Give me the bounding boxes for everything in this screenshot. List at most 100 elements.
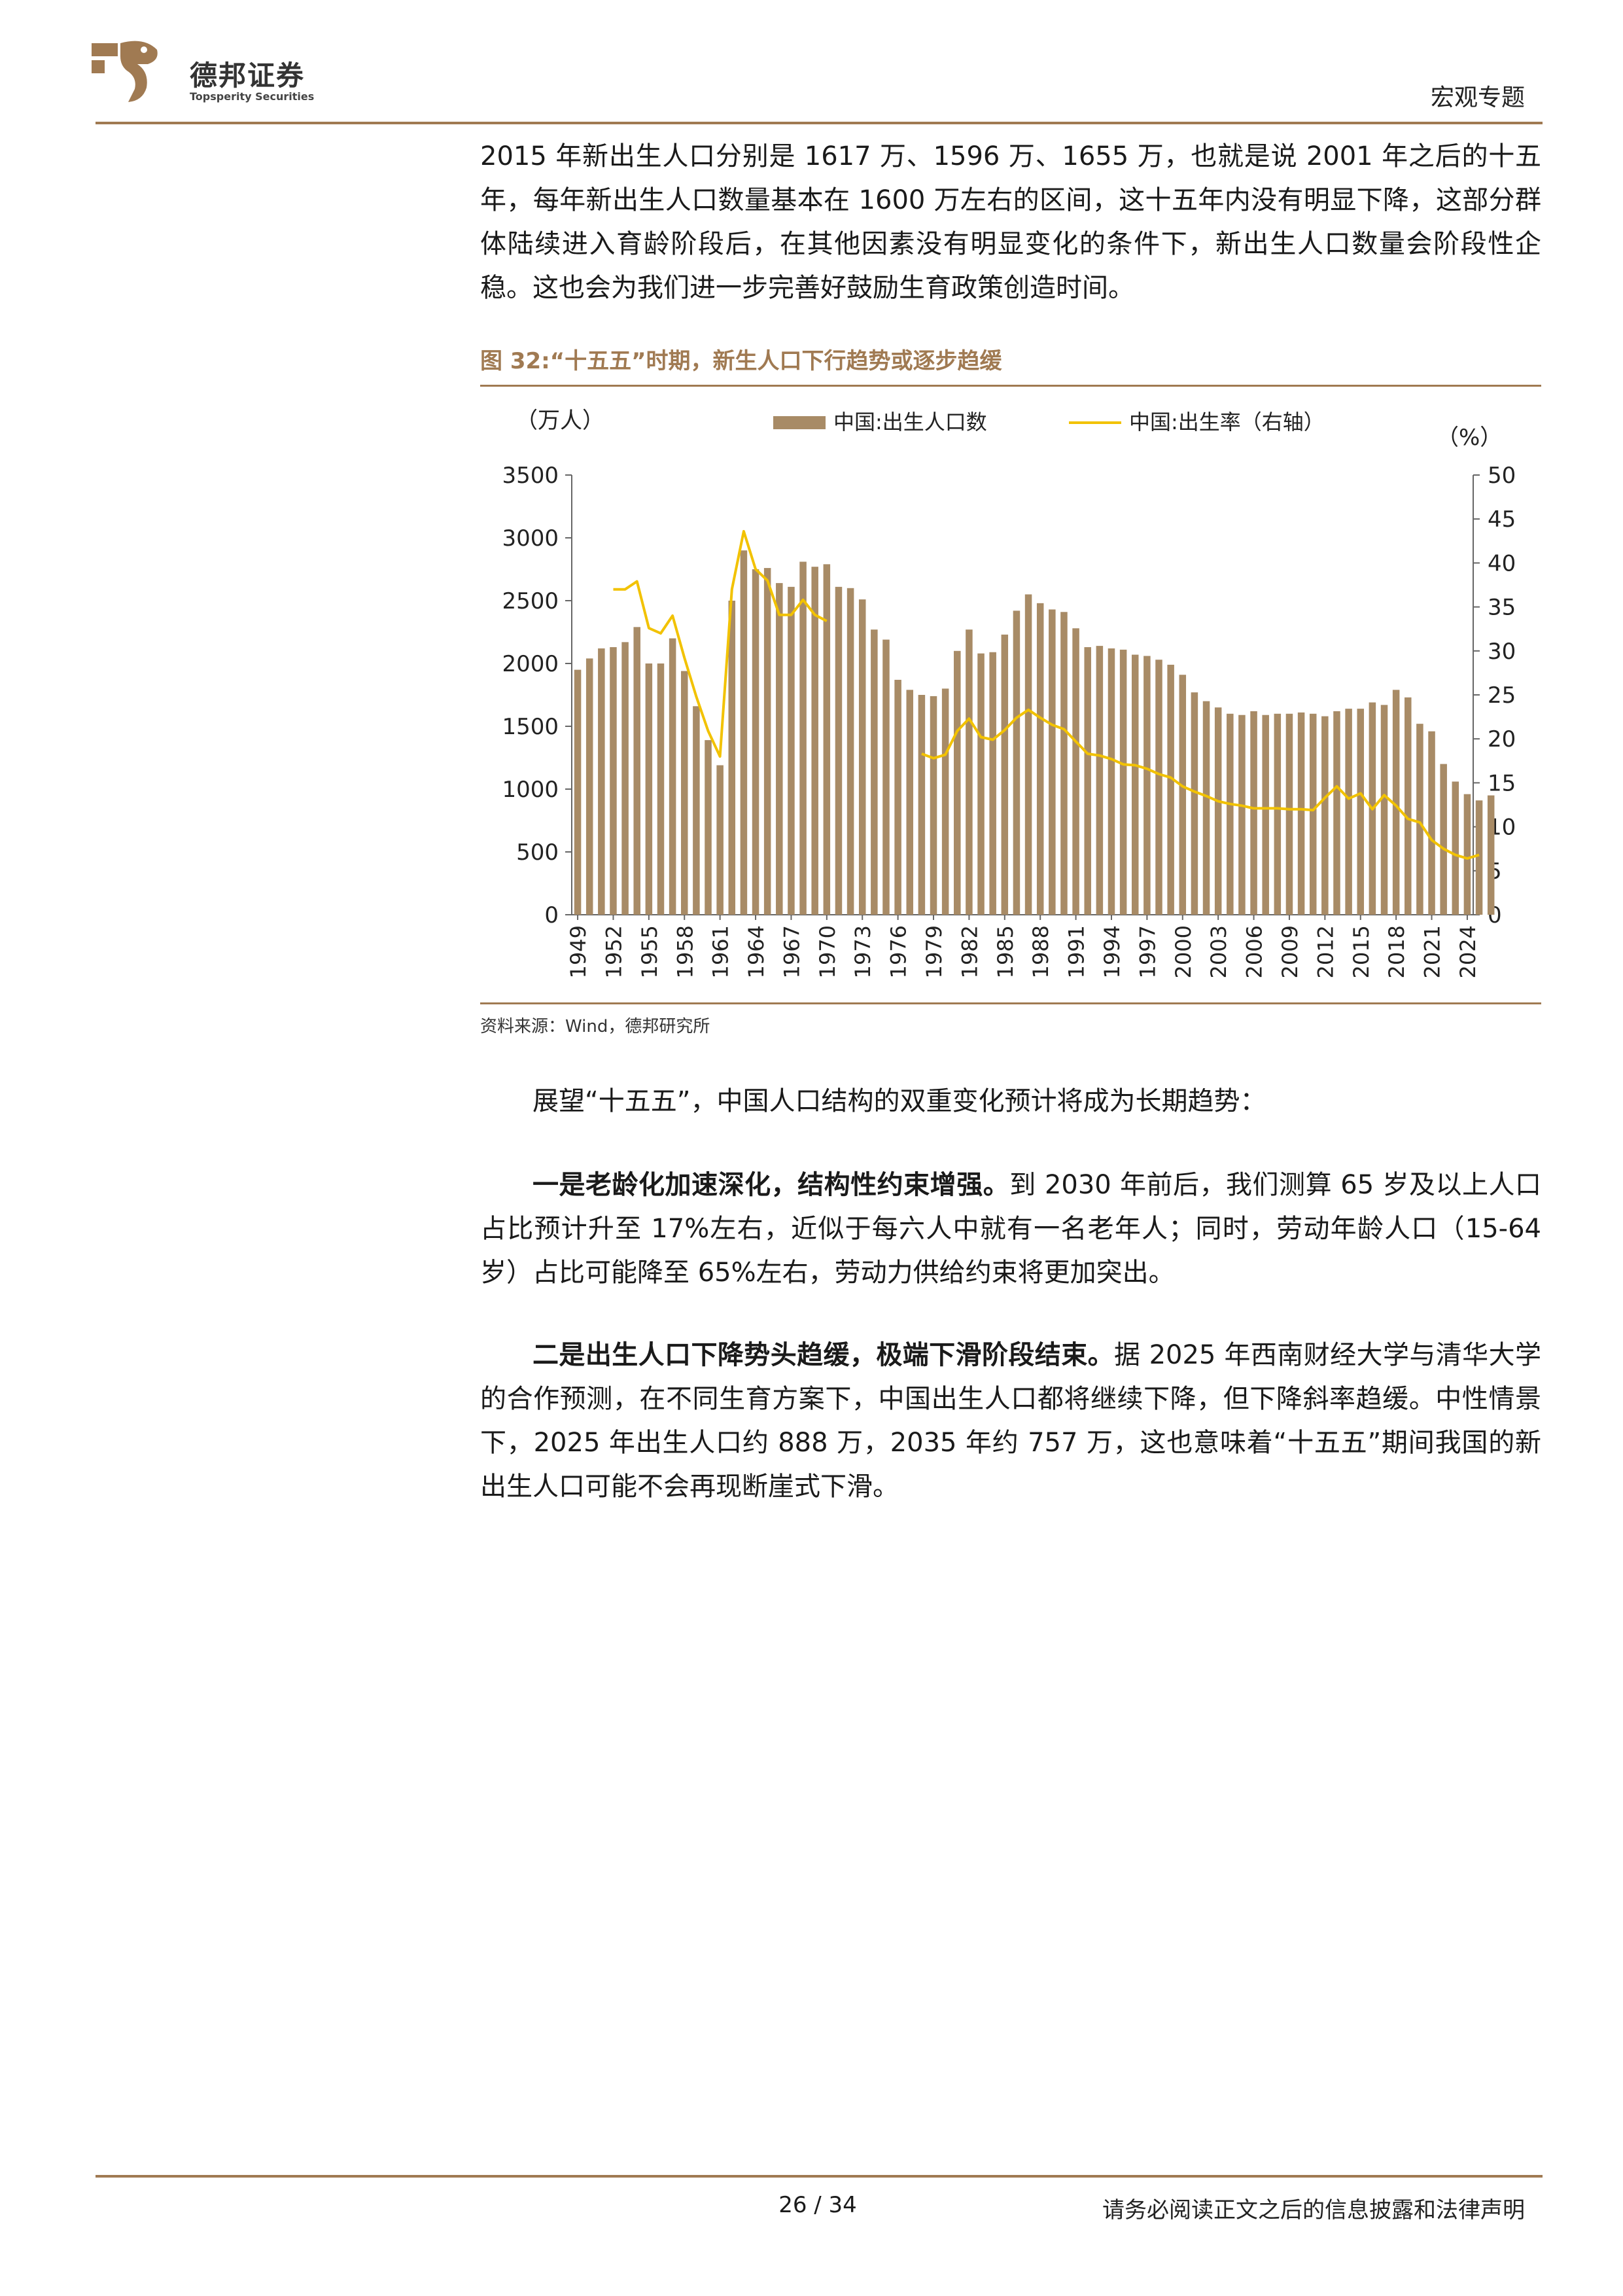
birth-bar [977,653,985,915]
birth-bar [1475,800,1483,915]
x-tick-label: 1967 [779,925,804,978]
birth-bar [882,639,890,915]
x-tick-label: 1997 [1135,925,1160,978]
birth-bar [1238,715,1246,915]
left-tick-label: 500 [516,839,559,866]
logo-mark-icon [92,41,158,102]
birth-bar [1084,647,1091,915]
birth-bar [823,564,831,915]
legend-births: 中国:出生人口数 [833,410,987,434]
right-tick-label: 50 [1488,463,1516,489]
point-one-text: 到 2030 年前后，我们测算 65 岁及以上人口占比预计升至 17%左右，近似… [480,1170,1541,1288]
birth-rate-line [921,708,1480,860]
footer-divider [96,2175,1543,2178]
x-tick-label: 1964 [744,925,769,978]
right-axis-unit: （%） [1437,425,1502,451]
birth-bar [1108,648,1115,915]
birth-bar [1227,713,1234,915]
birth-bar [1191,692,1198,915]
birth-rate-line [613,530,828,758]
x-tick-label: 1976 [886,925,911,978]
birth-bar [1416,724,1423,915]
x-tick-label: 1994 [1100,925,1125,978]
birth-bar [954,650,961,915]
x-tick-label: 1955 [637,925,662,978]
birth-bar [657,663,665,915]
birth-bar [1463,794,1471,915]
birth-bar [1487,795,1495,915]
birth-bar [633,627,640,915]
birth-bar [894,679,901,915]
birth-bar [1001,634,1009,915]
birth-bar [871,629,878,915]
figure-bottom-rule [480,1002,1541,1004]
left-tick-label: 1500 [502,714,559,740]
birth-bar [1262,715,1269,915]
birth-bar [1131,654,1139,915]
birth-bar [1036,603,1044,915]
birth-bar [858,599,866,915]
page-number: 26 / 34 [778,2192,857,2218]
company-logo: 德邦证券 Topsperity Securities [92,34,353,106]
right-tick-label: 15 [1488,770,1516,796]
birth-bar [1380,705,1388,915]
chart-legend: 中国:出生人口数 中国:出生率（右轴） [773,410,1325,434]
birth-bar [752,569,759,915]
birth-bar [941,688,949,915]
birth-bar [966,629,973,915]
footer-disclaimer: 请务必阅读正文之后的信息披露和法律声明 [1102,2197,1525,2223]
birth-bar [1274,713,1282,915]
birth-bar [799,561,807,915]
point-two-text: 据 2025 年西南财经大学与清华大学的合作预测，在不同生育方案下，中国出生人口… [480,1340,1541,1502]
birth-bar [1333,711,1340,915]
left-tick-label: 1000 [502,777,559,803]
x-tick-label: 1961 [708,925,733,978]
birth-bar [621,642,629,915]
legend-rate: 中国:出生率（右轴） [1129,410,1325,434]
birth-bar [906,690,914,915]
outlook-paragraph: 展望“十五五”，中国人口结构的双重变化预计将成为长期趋势： [532,1086,1266,1116]
birth-bar [1049,609,1056,915]
section-label: 宏观专题 [1430,84,1525,111]
header-divider [96,122,1543,124]
point-two-paragraph: 二是出生人口下降势头趋缓，极端下滑阶段结束。据 2025 年西南财经大学与清华大… [480,1333,1541,1509]
x-tick-label: 1985 [993,925,1018,978]
birth-bar [680,671,688,915]
birth-bar [1155,660,1162,915]
x-tick-label: 1952 [601,925,626,978]
birth-bar [1060,612,1068,915]
figure-source: 资料来源：Wind，德邦研究所 [480,1017,710,1036]
birth-bar [1452,781,1459,915]
x-tick-label: 1973 [850,925,875,978]
x-tick-label: 2000 [1171,925,1196,978]
birth-bar [740,550,748,915]
birth-bar [989,652,996,915]
x-tick-label: 1991 [1064,925,1089,978]
birth-chart: 中国:出生人口数 中国:出生率（右轴） （万人） （%） 0 500 1000 150… [502,408,1516,978]
right-tick-label: 25 [1488,682,1516,709]
birth-bar [645,663,653,915]
birth-bar [728,601,736,915]
point-one-paragraph: 一是老龄化加速深化，结构性约束增强。到 2030 年前后，我们测算 65 岁及以… [480,1163,1541,1295]
x-tick-label: 2006 [1242,925,1267,978]
birth-bar [846,588,854,915]
legend-bar-swatch [773,416,826,429]
birth-bar [1297,712,1305,915]
right-tick-label: 35 [1488,595,1516,621]
right-tick-label: 45 [1488,506,1516,533]
birth-bar [1321,716,1329,915]
x-tick-label: 1982 [957,925,982,978]
figure-top-rule [480,385,1541,387]
birth-bar [1285,713,1293,915]
birth-bar [763,568,771,915]
intro-paragraph: 2015 年新出生人口分别是 1617 万、1596 万、1655 万，也就是说… [480,141,1541,303]
birth-bar [918,695,926,915]
right-tick-label: 30 [1488,639,1516,665]
x-tick-label: 2015 [1349,925,1374,978]
birth-bar [598,648,605,915]
birth-bar [1428,731,1435,915]
birth-bar [669,638,676,915]
birth-bar [1072,628,1079,915]
birth-bar [716,765,724,915]
birth-bar [835,586,843,915]
